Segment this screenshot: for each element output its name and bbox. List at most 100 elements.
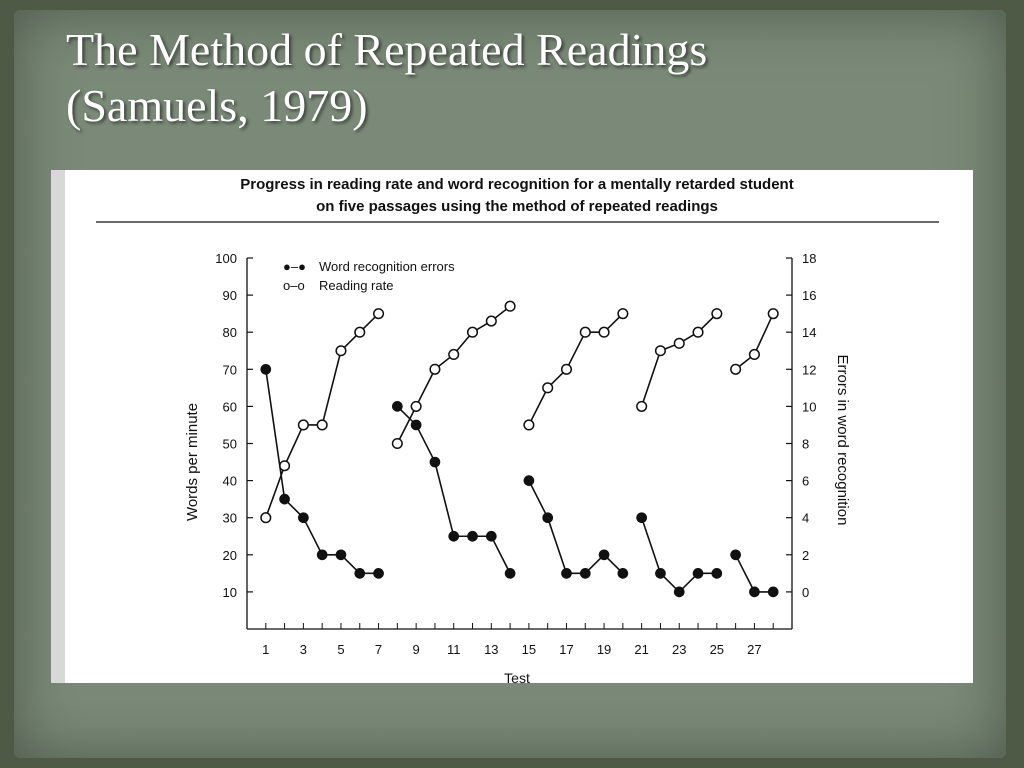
y2-tick-label: 14 bbox=[802, 325, 816, 340]
y-tick-label: 40 bbox=[223, 474, 237, 489]
y2-tick-label: 6 bbox=[802, 474, 809, 489]
rate-point bbox=[654, 345, 666, 357]
rate-point bbox=[617, 308, 629, 320]
legend-marker-errors: ●–● bbox=[283, 259, 306, 274]
rate-point bbox=[504, 300, 516, 312]
errors-point bbox=[260, 363, 272, 375]
x-tick-label: 11 bbox=[447, 642, 461, 657]
y-axis-label: Words per minute bbox=[184, 403, 201, 521]
y-tick-label: 10 bbox=[223, 585, 237, 600]
rate-point bbox=[429, 363, 441, 375]
errors-point bbox=[542, 512, 554, 524]
chart-title: Progress in reading rate and word recogn… bbox=[240, 176, 793, 193]
x-tick-label: 3 bbox=[300, 642, 307, 657]
x-tick-label: 15 bbox=[522, 642, 536, 657]
y-tick-label: 100 bbox=[215, 251, 237, 266]
y-tick-label: 50 bbox=[223, 437, 237, 452]
slide-title-line2: (Samuels, 1979) bbox=[66, 80, 368, 131]
x-tick-label: 17 bbox=[559, 642, 573, 657]
y2-tick-label: 0 bbox=[802, 585, 809, 600]
rate-point bbox=[730, 363, 742, 375]
errors-point bbox=[579, 568, 591, 579]
x-tick-label: 9 bbox=[413, 642, 420, 657]
errors-series-line bbox=[640, 517, 717, 594]
y-tick-label: 30 bbox=[223, 511, 237, 526]
slide-title-line1: The Method of Repeated Readings bbox=[66, 24, 708, 75]
errors-point bbox=[561, 568, 572, 579]
y2-tick-label: 8 bbox=[802, 437, 809, 452]
errors-point bbox=[692, 568, 704, 579]
legend-label-errors: Word recognition errors bbox=[319, 259, 455, 274]
chart-subtitle: on five passages using the method of rep… bbox=[316, 198, 718, 215]
rate-point bbox=[391, 437, 403, 450]
errors-point bbox=[373, 568, 384, 579]
rate-point bbox=[542, 382, 554, 394]
chart-svg: Progress in reading rate and word recogn… bbox=[51, 170, 939, 683]
rate-point bbox=[448, 348, 460, 361]
rate-series-line bbox=[640, 313, 718, 407]
errors-series-line bbox=[528, 480, 624, 575]
errors-point bbox=[617, 568, 629, 579]
errors-series-line bbox=[734, 554, 774, 593]
rate-point bbox=[466, 326, 479, 338]
errors-point bbox=[279, 493, 290, 505]
rate-point bbox=[579, 326, 591, 338]
rate-point bbox=[410, 400, 422, 412]
errors-series-line bbox=[396, 405, 511, 574]
rate-point bbox=[335, 345, 347, 357]
errors-point bbox=[655, 568, 666, 579]
rate-point bbox=[279, 460, 291, 472]
y-tick-label: 20 bbox=[223, 548, 237, 563]
rate-point bbox=[354, 326, 366, 338]
rate-point bbox=[673, 337, 685, 349]
errors-point bbox=[485, 530, 497, 542]
errors-point bbox=[598, 549, 610, 561]
x-tick-label: 27 bbox=[747, 642, 761, 657]
errors-point bbox=[504, 568, 516, 579]
errors-point bbox=[410, 419, 422, 431]
errors-point bbox=[673, 586, 685, 598]
rate-series-line bbox=[735, 313, 774, 370]
errors-point bbox=[448, 530, 460, 542]
rate-point bbox=[523, 419, 535, 431]
slide-title: The Method of Repeated Readings (Samuels… bbox=[66, 22, 966, 134]
y2-tick-label: 2 bbox=[802, 548, 809, 563]
errors-point bbox=[391, 401, 403, 412]
errors-point bbox=[335, 549, 347, 561]
rate-point bbox=[767, 308, 779, 320]
x-tick-label: 19 bbox=[597, 642, 611, 657]
errors-point bbox=[429, 456, 441, 468]
x-tick-label: 25 bbox=[710, 642, 724, 657]
rate-point bbox=[560, 363, 573, 375]
errors-point bbox=[354, 568, 366, 579]
y2-tick-label: 16 bbox=[802, 288, 816, 303]
x-tick-label: 13 bbox=[484, 642, 498, 657]
errors-point bbox=[467, 530, 478, 542]
rate-point bbox=[316, 419, 328, 431]
y2-tick-label: 18 bbox=[802, 251, 816, 266]
y-tick-label: 80 bbox=[223, 325, 237, 340]
x-axis-label: Test bbox=[504, 670, 530, 683]
rate-point bbox=[748, 348, 760, 361]
rate-point bbox=[711, 308, 723, 320]
chart-figure: Progress in reading rate and word recogn… bbox=[51, 170, 973, 683]
rate-point bbox=[297, 419, 309, 431]
rate-point bbox=[260, 512, 272, 524]
x-tick-label: 1 bbox=[262, 642, 269, 657]
errors-point bbox=[523, 475, 535, 486]
rate-point bbox=[636, 400, 648, 412]
y2-axis-label: Errors in word recognition bbox=[834, 355, 851, 526]
y2-tick-label: 4 bbox=[802, 511, 809, 526]
rate-point bbox=[373, 308, 385, 320]
legend-label-rate: Reading rate bbox=[319, 278, 393, 293]
x-tick-label: 5 bbox=[337, 642, 344, 657]
rate-point bbox=[598, 326, 610, 338]
y2-tick-label: 10 bbox=[802, 399, 816, 414]
y-tick-label: 70 bbox=[223, 362, 237, 377]
errors-point bbox=[730, 549, 741, 561]
rate-point bbox=[485, 315, 497, 327]
errors-point bbox=[298, 512, 309, 524]
x-tick-label: 7 bbox=[375, 642, 382, 657]
y2-tick-label: 12 bbox=[802, 362, 816, 377]
